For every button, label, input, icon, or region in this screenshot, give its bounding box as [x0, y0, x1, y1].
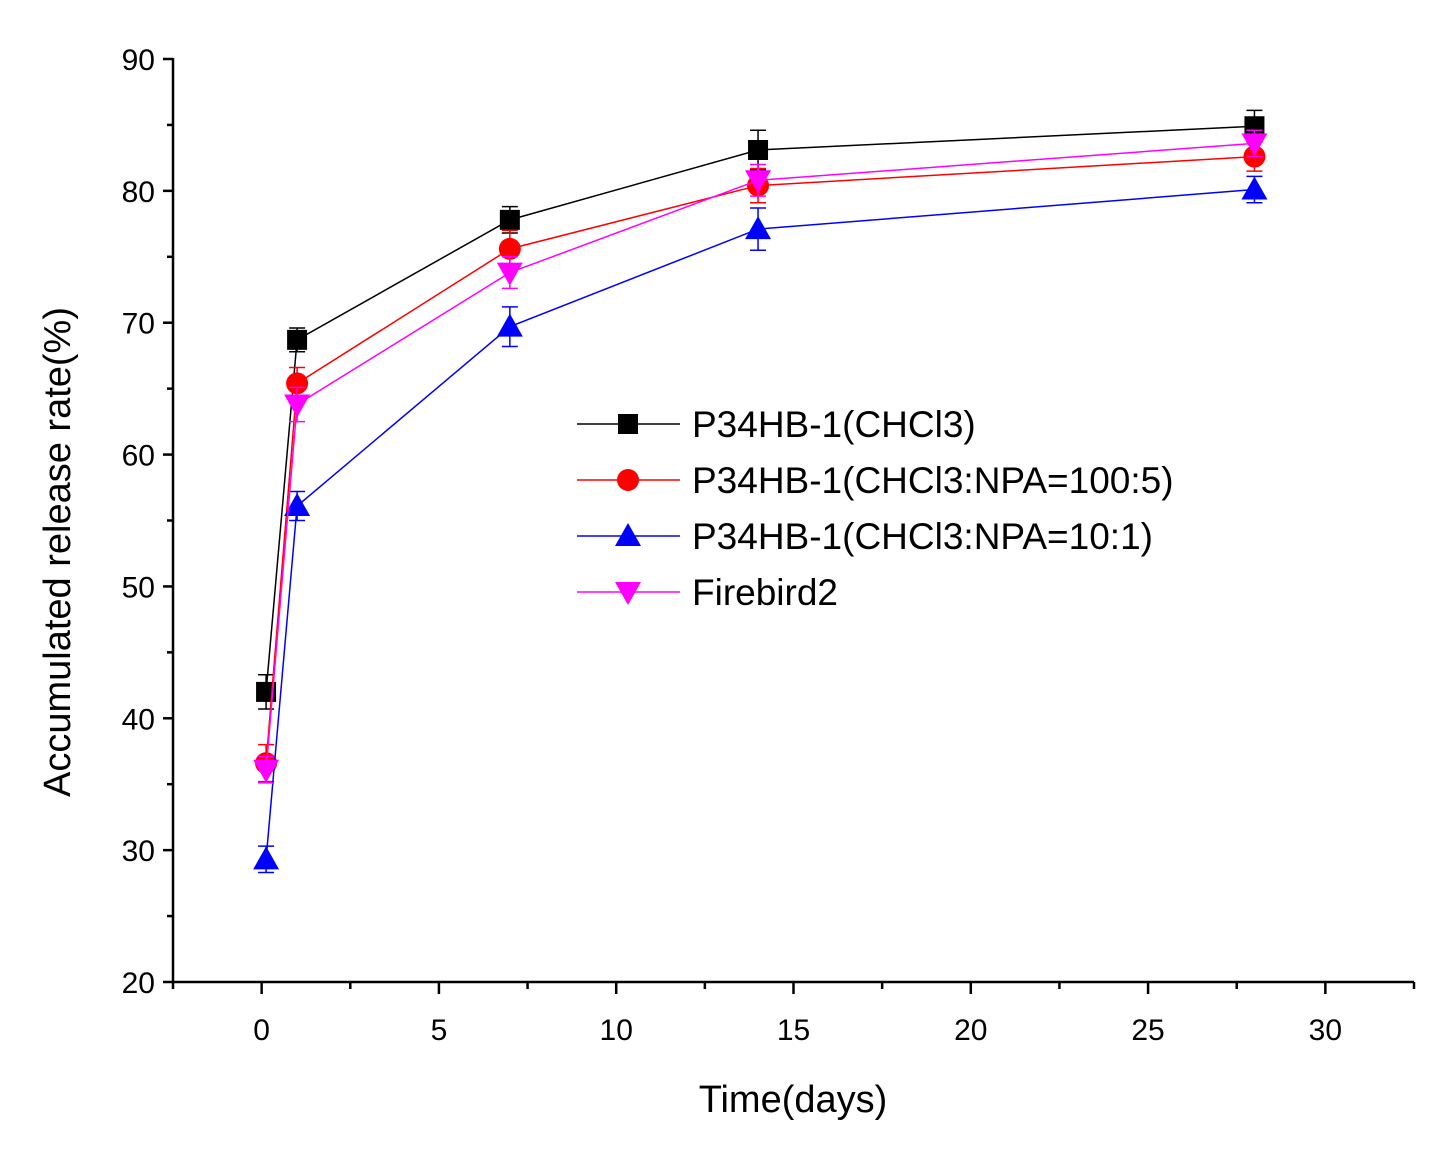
data-point	[1241, 176, 1268, 200]
x-tick-label: 15	[777, 1014, 810, 1047]
data-point	[745, 216, 772, 240]
x-tick-label: 20	[954, 1014, 987, 1047]
legend-marker	[617, 469, 639, 491]
legend-item: P34HB-1(CHCl3)	[577, 404, 976, 445]
x-tick-label: 25	[1131, 1014, 1164, 1047]
data-point	[496, 313, 523, 337]
series-3	[253, 175, 1268, 874]
y-axis-label: Accumulated release rate(%)	[37, 307, 79, 797]
y-tick-label: 50	[122, 571, 155, 604]
legend: P34HB-1(CHCl3) P34HB-1(CHCl3:NPA=100:5) P3…	[577, 404, 1174, 613]
legend-label: P34HB-1(CHCl3:NPA=100:5)	[692, 460, 1174, 501]
y-tick-label: 30	[122, 835, 155, 868]
data-point	[499, 209, 520, 230]
y-tick-label: 60	[122, 440, 155, 473]
x-tick-label: 5	[431, 1014, 448, 1047]
y-tick-label: 70	[122, 308, 155, 341]
series-layer	[253, 109, 1268, 874]
legend-label: P34HB-1(CHCl3)	[692, 404, 976, 445]
data-point	[253, 846, 280, 870]
legend-item: P34HB-1(CHCl3:NPA=10:1)	[577, 516, 1153, 557]
y-tick-label: 90	[122, 44, 155, 77]
legend-marker	[615, 582, 641, 605]
axes: 20 30 40 50 60 70 80 90 0 5 10 15 20 25 30	[122, 44, 1416, 1047]
data-point	[1241, 133, 1268, 157]
data-point	[286, 372, 309, 395]
x-tick-label: 0	[253, 1014, 270, 1047]
legend-item: P34HB-1(CHCl3:NPA=100:5)	[577, 460, 1174, 501]
data-point	[498, 237, 521, 260]
y-tick-label: 20	[122, 967, 155, 1000]
data-point	[748, 139, 769, 160]
data-point	[284, 394, 311, 418]
data-point	[745, 170, 772, 194]
legend-marker	[618, 414, 638, 434]
data-point	[496, 262, 523, 286]
x-axis-label: Time(days)	[699, 1079, 888, 1121]
data-point	[1244, 116, 1265, 137]
y-tick-label: 80	[122, 176, 155, 209]
data-point	[253, 759, 280, 783]
y-tick-label: 40	[122, 703, 155, 736]
legend-label: Firebird2	[692, 572, 838, 613]
series-4	[253, 129, 1268, 784]
data-point	[284, 492, 311, 516]
x-tick-label: 10	[600, 1014, 633, 1047]
legend-item: Firebird2	[577, 572, 838, 613]
x-tick-label: 30	[1309, 1014, 1342, 1047]
legend-marker	[615, 523, 641, 546]
legend-label: P34HB-1(CHCl3:NPA=10:1)	[692, 516, 1153, 557]
data-point	[287, 329, 308, 350]
